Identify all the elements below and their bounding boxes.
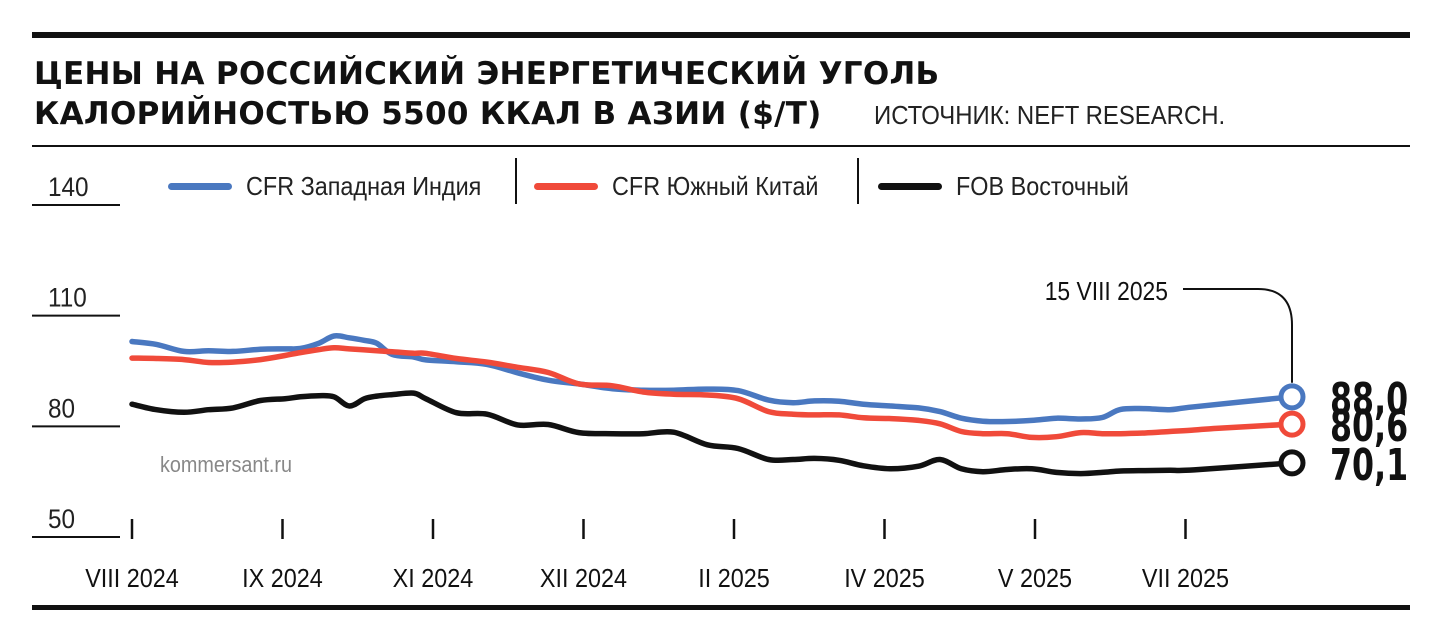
end-value-fob: 70,1	[1330, 440, 1408, 492]
x-tick-label: XII 2024	[540, 565, 627, 593]
y-tick-label: 50	[48, 505, 75, 534]
end-marker-fob	[1278, 449, 1306, 477]
legend-separator	[515, 158, 517, 204]
legend-label-china: CFR Южный Китай	[612, 170, 819, 201]
chart-title-line-2: КАЛОРИЙНОСТЬЮ 5500 ККАЛ В АЗИИ ($/Т)	[34, 96, 822, 132]
chart-title-line-1: ЦЕНЫ НА РОССИЙСКИЙ ЭНЕРГЕТИЧЕСКИЙ УГОЛЬ	[34, 56, 940, 92]
legend-swatch-fob	[878, 182, 942, 190]
watermark: kommersant.ru	[160, 452, 293, 477]
legend-swatch-india	[168, 182, 232, 190]
series-line-china	[129, 345, 1295, 441]
y-tick-label: 110	[48, 284, 87, 313]
end-value-china: 80,6	[1330, 401, 1408, 453]
x-tick-label: XI 2024	[393, 565, 474, 593]
legend-item-india: CFR Западная Индия	[168, 166, 507, 206]
legend-label-fob: FOB Восточный	[956, 170, 1129, 201]
top-rule	[32, 32, 1410, 38]
annotation-leader	[1183, 288, 1293, 383]
end-marker-india	[1278, 383, 1306, 411]
y-tick-label: 80	[48, 394, 75, 423]
legend-item-fob: FOB Восточный	[878, 166, 1148, 206]
end-marker-china	[1278, 410, 1306, 438]
bottom-rule	[32, 605, 1410, 610]
legend-separator	[857, 158, 859, 204]
x-tick-label: IV 2025	[844, 565, 925, 593]
series-line-fob	[129, 390, 1295, 477]
x-tick-label: IX 2024	[242, 565, 323, 593]
header-rule	[32, 145, 1410, 147]
x-tick-label: II 2025	[698, 565, 770, 593]
annotation-label: 15 VIII 2025	[1045, 278, 1168, 307]
end-value-india: 88,0	[1330, 374, 1408, 426]
legend-swatch-china	[534, 182, 598, 190]
legend-label-india: CFR Западная Индия	[246, 170, 482, 201]
x-tick-label: VIII 2024	[85, 565, 179, 593]
x-tick-label: VII 2025	[1142, 565, 1229, 593]
chart-source: ИСТОЧНИК: NEFT RESEARCH.	[874, 100, 1226, 130]
legend-item-china: CFR Южный Китай	[534, 166, 841, 206]
y-tick-label: 140	[48, 173, 89, 202]
x-tick-label: V 2025	[998, 565, 1072, 593]
series-line-india	[129, 333, 1295, 425]
